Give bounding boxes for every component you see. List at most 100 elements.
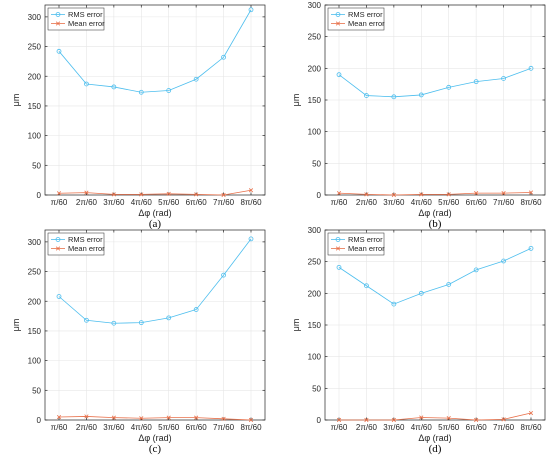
rms-point <box>166 88 172 93</box>
rms-point <box>193 76 199 82</box>
mean-point-stroke <box>474 417 479 423</box>
x-tick-label: 6π/60 <box>186 198 208 207</box>
series-line-rms <box>58 238 252 324</box>
mean-point <box>248 188 254 193</box>
y-tick-label: 100 <box>308 128 322 137</box>
rms-point <box>528 245 534 251</box>
legend-marker-circle <box>335 237 341 242</box>
rms-point <box>446 84 452 90</box>
y-tick-label: 200 <box>308 289 322 298</box>
y-tick-label: 50 <box>32 161 41 170</box>
panel-caption: (c) <box>149 443 162 455</box>
rms-point <box>221 272 226 278</box>
x-tick-label: π/60 <box>331 198 348 207</box>
mean-point-stroke <box>84 190 89 195</box>
x-tick-label: 8π/60 <box>520 423 542 432</box>
mean-point-stroke <box>111 192 116 197</box>
series-line-mean <box>58 189 252 196</box>
mean-point-stroke <box>221 192 226 198</box>
mean-point <box>166 415 171 420</box>
x-tick-label: 6π/60 <box>466 423 488 432</box>
legend-label-rms: RMS error <box>348 10 383 19</box>
legend-marker-circle <box>335 12 341 17</box>
legend-marker-circle <box>55 12 61 17</box>
legend-label-mean: Mean error <box>68 244 105 253</box>
y-tick-label: 100 <box>308 353 322 362</box>
mean-point <box>56 191 62 196</box>
rms-point <box>84 81 89 87</box>
panel-caption: (b) <box>429 218 442 230</box>
mean-point-stroke <box>528 190 534 195</box>
x-tick-label: 5π/60 <box>438 198 460 207</box>
x-tick-label: 6π/60 <box>186 423 208 432</box>
y-tick-label: 50 <box>32 386 41 395</box>
y-tick-label: 200 <box>308 64 322 73</box>
rms-point <box>336 72 342 78</box>
rms-point <box>111 320 117 326</box>
x-tick-label: 3π/60 <box>103 423 125 432</box>
rms-point <box>336 264 342 270</box>
rms-point <box>138 320 144 326</box>
mean-point <box>139 416 144 421</box>
rms-point <box>166 315 172 321</box>
x-tick-label: 4π/60 <box>411 198 433 207</box>
mean-point-stroke <box>194 415 199 420</box>
mean-point-stroke <box>419 192 424 197</box>
rms-point <box>193 307 199 312</box>
y-tick-label: 0 <box>37 191 42 200</box>
rms-point <box>501 258 506 264</box>
plot-area <box>45 5 265 195</box>
series-line-rms <box>338 67 532 98</box>
mean-point-stroke <box>84 414 89 419</box>
axes-box <box>44 4 266 196</box>
mean-point <box>111 415 116 420</box>
y-tick-label: 300 <box>308 1 322 10</box>
y-tick-label: 300 <box>28 238 42 247</box>
rms-point <box>364 93 369 98</box>
rms-point <box>501 76 506 81</box>
x-tick-label: 7π/60 <box>493 423 515 432</box>
x-tick-label: 8π/60 <box>520 198 542 207</box>
x-tick-label: 3π/60 <box>383 198 405 207</box>
mean-point-stroke <box>111 415 116 420</box>
rms-point <box>84 317 89 323</box>
x-axis-label: Δφ (rad) <box>418 208 451 218</box>
mean-point-stroke <box>446 192 451 197</box>
y-tick-label: 250 <box>308 33 322 42</box>
rms-point <box>364 283 369 289</box>
y-axis-label: μm <box>11 94 21 107</box>
y-tick-label: 300 <box>28 13 42 22</box>
mean-point <box>364 192 369 197</box>
mean-point-stroke <box>139 416 144 421</box>
panel-caption: (d) <box>429 443 442 455</box>
y-tick-label: 100 <box>28 357 42 366</box>
y-axis-label: μm <box>291 94 301 107</box>
rms-point <box>248 7 254 13</box>
mean-point-stroke <box>528 410 534 416</box>
mean-point <box>221 416 226 421</box>
mean-point-stroke <box>139 192 144 197</box>
y-tick-label: 150 <box>28 102 42 111</box>
y-tick-label: 50 <box>312 159 321 168</box>
mean-point-stroke <box>166 415 171 420</box>
series-line-mean <box>339 412 532 421</box>
x-tick-label: 3π/60 <box>103 198 125 207</box>
mean-point <box>528 410 534 416</box>
mean-point <box>474 191 479 196</box>
rms-point <box>138 89 144 95</box>
y-tick-label: 0 <box>317 416 322 425</box>
x-tick-label: 3π/60 <box>383 423 405 432</box>
mean-point <box>111 192 116 197</box>
mean-point-stroke <box>56 191 62 196</box>
rms-point <box>473 267 479 273</box>
mean-point <box>474 417 479 423</box>
rms-point <box>56 294 62 299</box>
rms-point <box>473 79 479 85</box>
mean-point-stroke <box>446 416 451 421</box>
series-line-rms <box>58 9 252 93</box>
mean-point <box>419 415 424 420</box>
legend-marker-x <box>335 246 341 251</box>
rms-point <box>391 301 397 307</box>
